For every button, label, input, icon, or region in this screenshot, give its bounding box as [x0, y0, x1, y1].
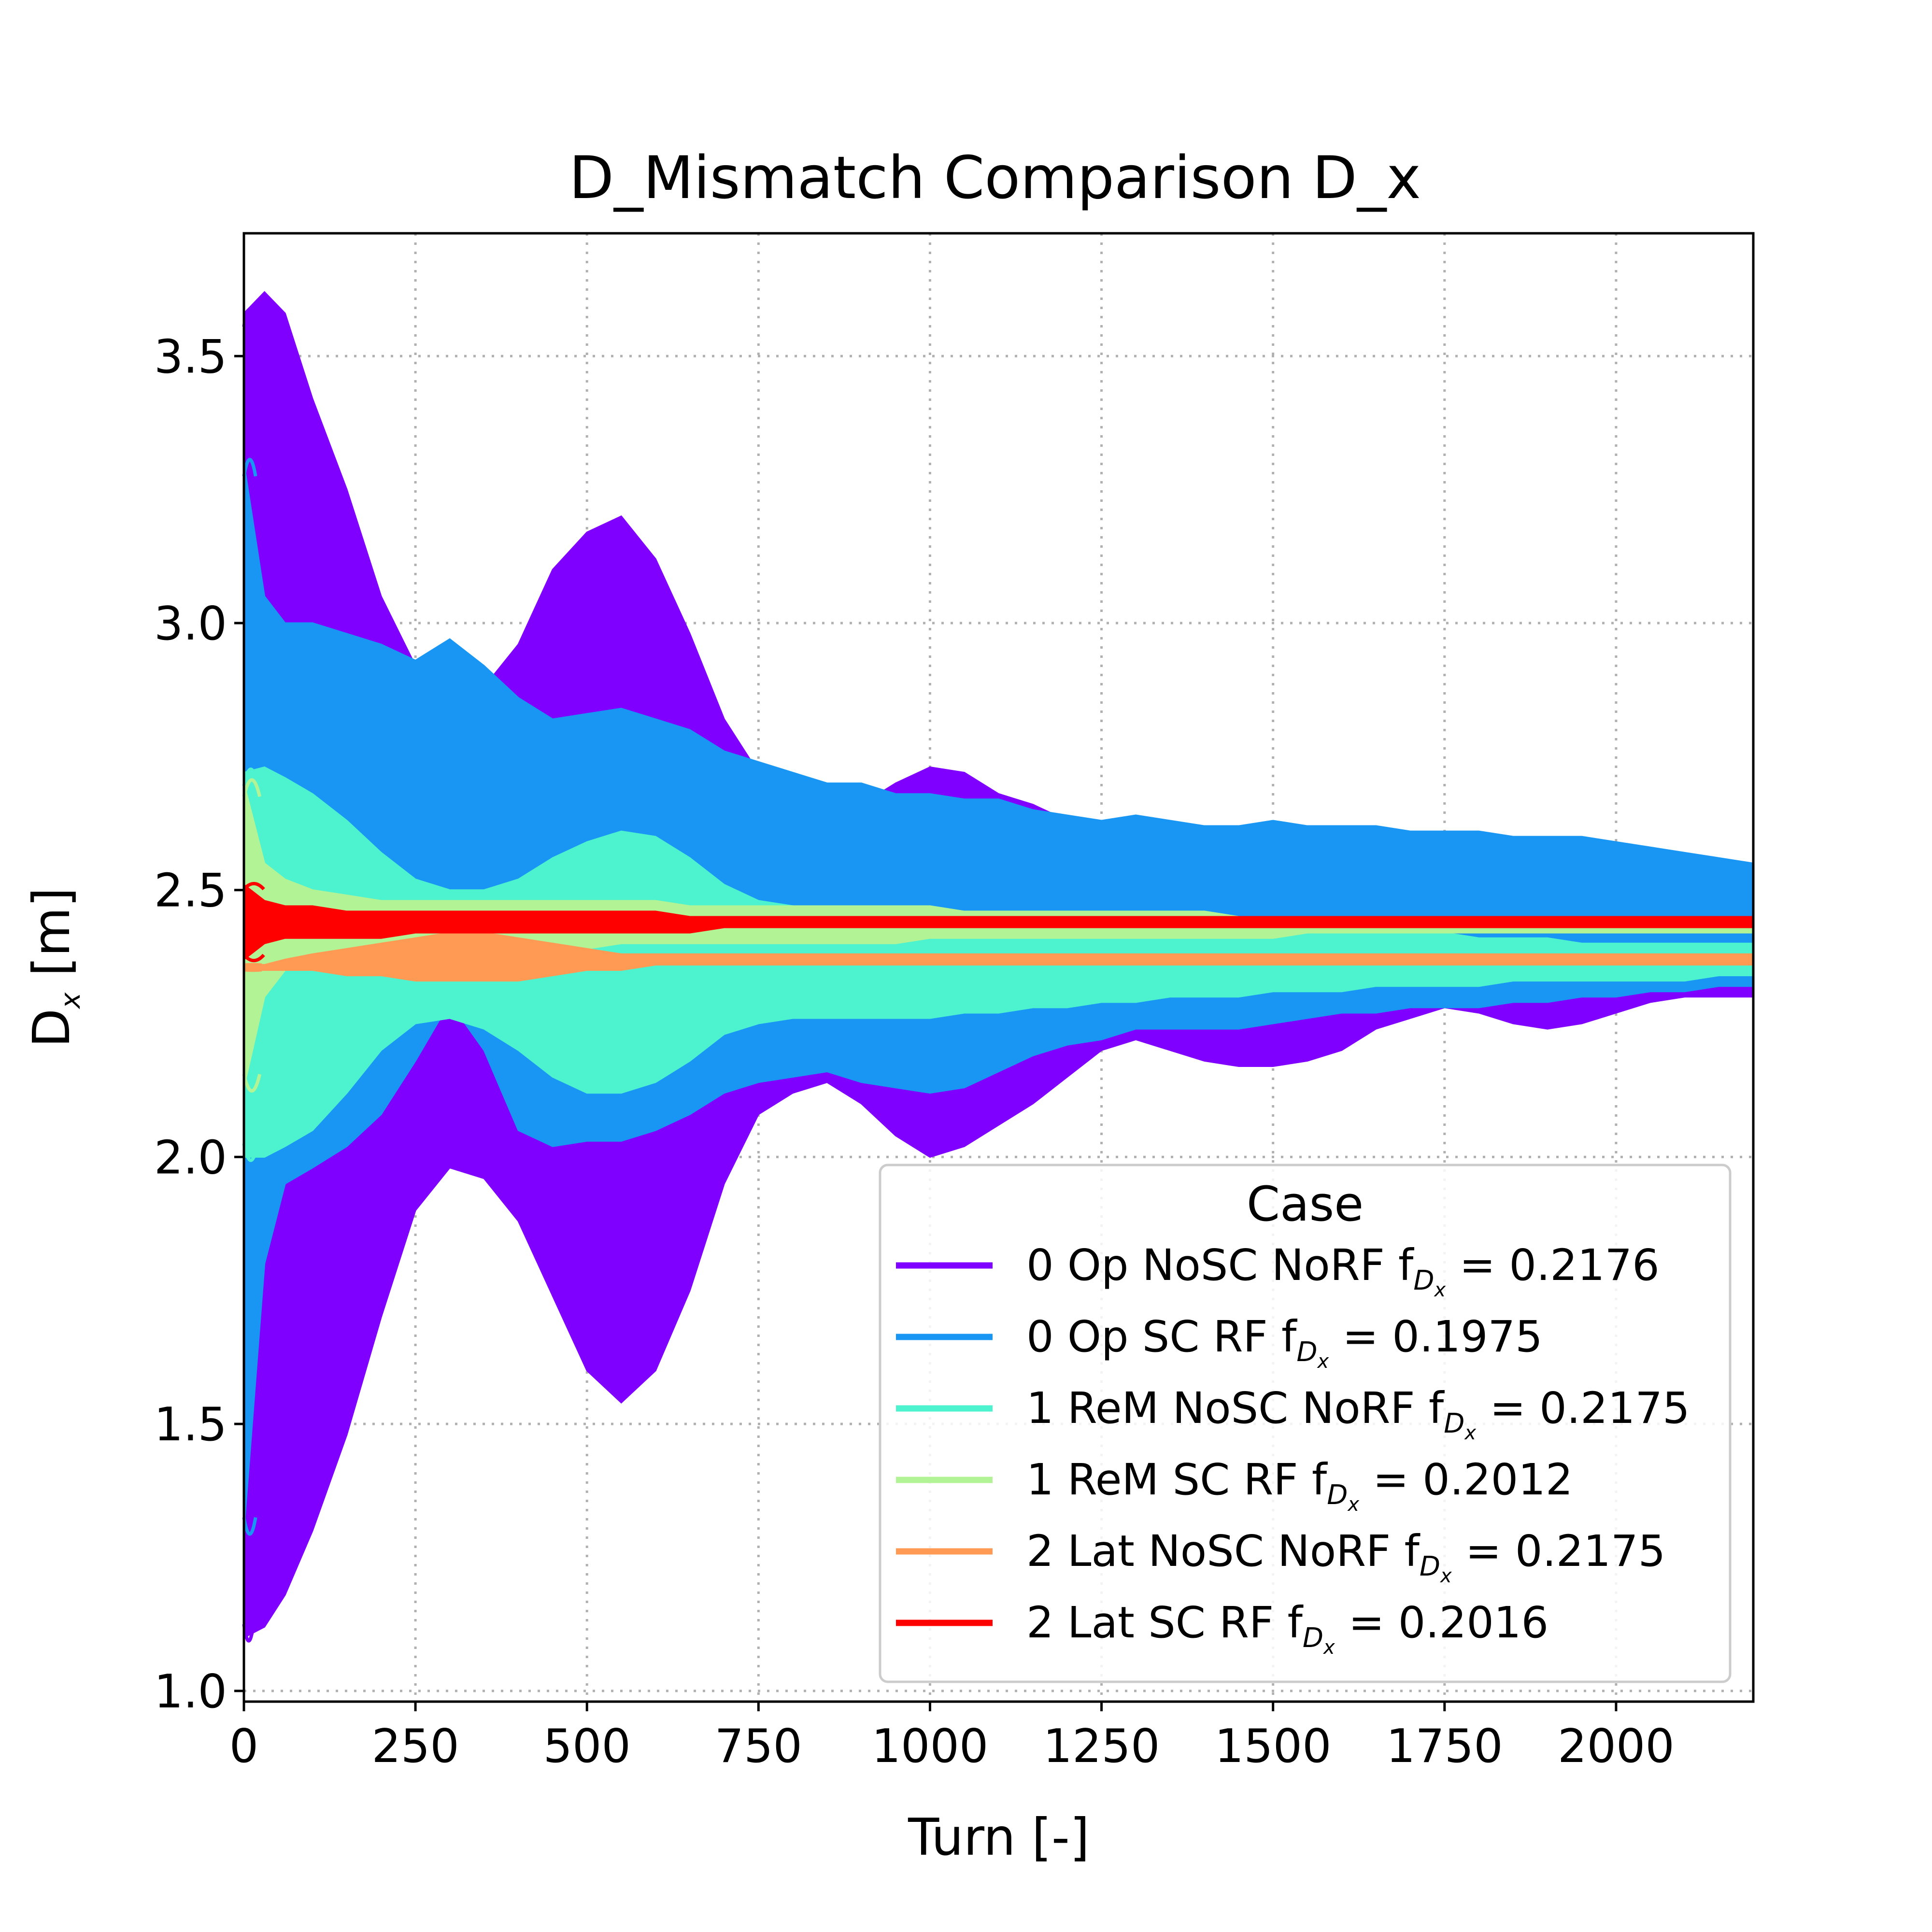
- y-axis: 1.0 1.5 2.0 2.5 3.0 3.5: [154, 330, 244, 1719]
- legend-title: Case: [1247, 1177, 1364, 1232]
- series-lower-edge: [242, 1143, 259, 1162]
- x-tick-label: 1000: [872, 1720, 989, 1773]
- legend-entry-label: 0 Op SC RF fDx = 0.1975: [1026, 1311, 1543, 1373]
- chart-title: D_Mismatch Comparison D_x: [569, 144, 1421, 212]
- series-upper-edge: [242, 881, 265, 891]
- y-tick-label: 3.0: [154, 597, 227, 651]
- plot-frame: [242, 232, 1755, 1703]
- x-axis: 0 250 500 750 1000 1250 1500 1750 2000: [229, 1702, 1675, 1773]
- legend-entry-label: 1 ReM NoSC NoRF fDx = 0.2175: [1026, 1383, 1690, 1444]
- series-lower-edge: [242, 1517, 257, 1536]
- y-tick-label: 1.5: [154, 1398, 227, 1451]
- series-lower-edge: [242, 1074, 262, 1093]
- series-layer: [242, 291, 1754, 1643]
- y-axis-label: Dx [m]: [22, 887, 86, 1048]
- x-tick-label: 1250: [1043, 1720, 1160, 1773]
- legend-entry-label: 1 ReM SC RF fDx = 0.2012: [1026, 1454, 1573, 1516]
- x-tick-label: 1500: [1215, 1720, 1332, 1773]
- series-lower-edge: [242, 953, 265, 963]
- y-tick-label: 2.0: [154, 1131, 227, 1184]
- legend-box: [879, 1164, 1732, 1683]
- y-tick-label: 1.0: [154, 1665, 227, 1719]
- legend-entry-label: 2 Lat NoSC NoRF fDx = 0.2175: [1026, 1526, 1665, 1587]
- y-axis-label-main: D: [22, 1009, 81, 1048]
- series-upper-edge: [242, 767, 259, 786]
- legend-entry-label: 2 Lat SC RF fDx = 0.2016: [1026, 1597, 1548, 1659]
- x-tick-label: 0: [229, 1720, 258, 1773]
- legend-entries: 0 Op NoSC NoRF fDx = 0.2176 0 Op SC RF fD…: [896, 1240, 1690, 1659]
- series-upper-edge: [242, 458, 257, 477]
- x-tick-label: 1750: [1386, 1720, 1503, 1773]
- x-tick-label: 500: [543, 1720, 631, 1773]
- legend-entry-label: 0 Op NoSC NoRF fDx = 0.2176: [1026, 1240, 1660, 1301]
- x-tick-label: 250: [371, 1720, 459, 1773]
- x-tick-label: 2000: [1558, 1720, 1675, 1773]
- y-axis-label-unit: [m]: [22, 887, 81, 993]
- x-axis-label: Turn [-]: [908, 1808, 1090, 1867]
- y-axis-label-sub: x: [55, 992, 86, 1009]
- y-tick-label: 2.5: [154, 865, 227, 918]
- x-tick-label: 750: [715, 1720, 802, 1773]
- series-upper-edge: [242, 778, 262, 797]
- legend: Case 0 Op NoSC NoRF fDx = 0.2176 0 Op SC …: [879, 1164, 1732, 1683]
- y-tick-label: 3.5: [154, 330, 227, 384]
